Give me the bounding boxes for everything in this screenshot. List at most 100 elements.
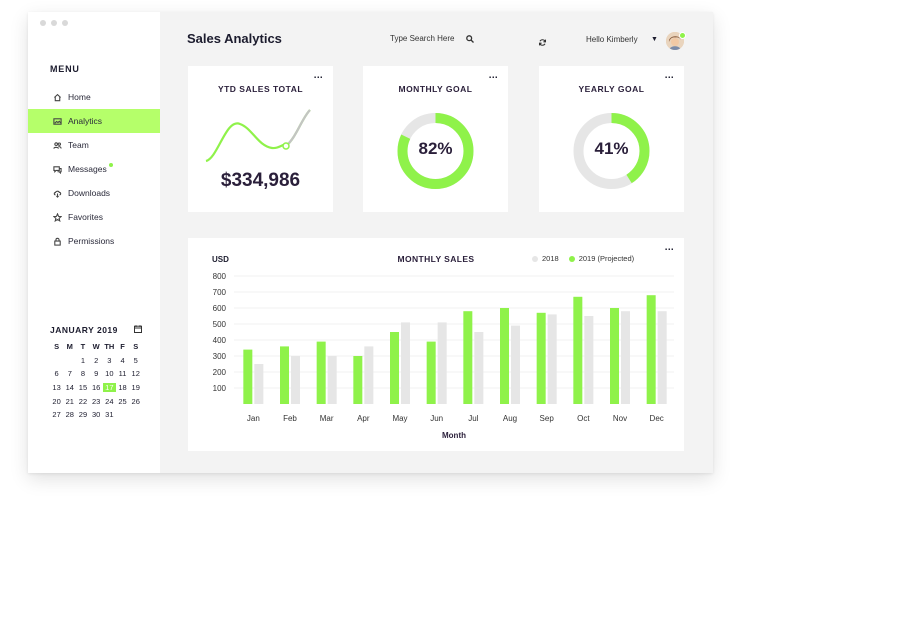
calendar-day[interactable]: 15	[78, 383, 88, 393]
sidebar-item-downloads[interactable]: Downloads	[28, 181, 160, 205]
bar-2019[interactable]	[426, 341, 436, 404]
calendar-day-selected[interactable]: 17	[102, 383, 116, 393]
calendar-day[interactable]: 3	[107, 355, 112, 365]
chart-legend: 2018 2019 (Projected)	[532, 254, 644, 263]
sidebar-item-permissions[interactable]: Permissions	[28, 229, 160, 253]
calendar-day[interactable]: 29	[78, 410, 88, 420]
calendar-month-label: JANUARY 2019	[50, 325, 118, 335]
bar-2019[interactable]	[353, 356, 363, 404]
card-title: MONTHLY GOAL	[398, 84, 473, 94]
calendar-day[interactable]: 22	[78, 396, 88, 406]
window-dot[interactable]	[62, 20, 68, 26]
cloud-download-icon	[52, 188, 62, 198]
bar-2019[interactable]	[573, 296, 583, 404]
sidebar-item-team[interactable]: Team	[28, 133, 160, 157]
donut-progress	[573, 113, 650, 189]
bar-2019[interactable]	[463, 311, 473, 404]
more-options-button[interactable]: ...	[313, 70, 323, 81]
app-window: MENU Home Analytics Team Messages Dow	[28, 12, 713, 473]
calendar-day[interactable]: 21	[65, 396, 74, 406]
legend-item[interactable]: 2019 (Projected)	[568, 254, 634, 263]
calendar-day[interactable]: 31	[105, 410, 114, 420]
window-dot[interactable]	[51, 20, 57, 26]
bar-2019[interactable]	[316, 341, 326, 404]
bar-2018[interactable]	[584, 316, 594, 404]
star-icon	[52, 212, 62, 222]
calendar-day[interactable]: 27	[52, 410, 61, 420]
calendar-day[interactable]: 19	[131, 383, 140, 393]
calendar-day[interactable]: 28	[65, 410, 74, 420]
yearly-goal-card: ... YEARLY GOAL 41%	[539, 66, 684, 212]
bar-2018[interactable]	[621, 311, 630, 404]
calendar-day[interactable]: 20	[52, 396, 61, 406]
bar-2018[interactable]	[437, 322, 447, 404]
sidebar-item-messages[interactable]: Messages	[28, 157, 160, 181]
calendar-day[interactable]: 11	[118, 369, 127, 379]
calendar-day[interactable]: 26	[131, 396, 140, 406]
bar-2019[interactable]	[280, 346, 289, 404]
sidebar-item-favorites[interactable]: Favorites	[28, 205, 160, 229]
calendar-day[interactable]: 24	[105, 396, 114, 406]
bar-2019[interactable]	[646, 295, 656, 404]
window-controls	[40, 20, 68, 26]
calendar-weekday: T	[80, 342, 86, 352]
more-options-button[interactable]: ...	[488, 70, 498, 81]
bar-2018[interactable]	[327, 356, 337, 404]
sidebar-item-home[interactable]: Home	[28, 85, 160, 109]
chart-title: MONTHLY SALES	[397, 254, 475, 264]
calendar-day[interactable]: 8	[80, 369, 86, 379]
bar-2018[interactable]	[291, 356, 300, 404]
calendar-icon[interactable]	[134, 325, 142, 335]
calendar-day[interactable]: 14	[65, 383, 74, 393]
calendar-day[interactable]: 6	[54, 369, 59, 379]
calendar-day[interactable]: 30	[91, 410, 101, 420]
sidebar-item-label: Favorites	[68, 212, 103, 222]
sparkline	[205, 109, 311, 163]
sidebar: MENU Home Analytics Team Messages Dow	[28, 12, 160, 473]
calendar-day[interactable]: 2	[94, 355, 99, 365]
calendar-day[interactable]: 23	[91, 396, 101, 406]
bar-2018[interactable]	[401, 322, 410, 404]
legend-item[interactable]: 2018	[532, 254, 559, 263]
calendar-day[interactable]: 5	[133, 355, 138, 365]
x-tick-label: Mar	[320, 414, 334, 423]
calendar-day[interactable]: 10	[105, 369, 114, 379]
bar-2018[interactable]	[657, 311, 667, 404]
search-input[interactable]: Type Search Here	[390, 34, 455, 43]
y-tick-label: 300	[213, 352, 227, 361]
bar-2019[interactable]	[536, 312, 546, 404]
user-greeting[interactable]: Hello Kimberly	[586, 35, 638, 44]
refresh-icon[interactable]	[538, 34, 547, 46]
chevron-down-icon[interactable]: ▼	[651, 36, 658, 43]
x-tick-label: May	[392, 414, 407, 423]
calendar-day[interactable]: 25	[118, 396, 127, 406]
calendar-day[interactable]: 16	[91, 383, 101, 393]
bar-2018[interactable]	[254, 364, 264, 404]
legend-swatch	[532, 255, 538, 262]
calendar-day[interactable]: 18	[118, 383, 127, 393]
bar-2019[interactable]	[390, 332, 399, 404]
bar-2019[interactable]	[610, 308, 619, 404]
bar-2018[interactable]	[511, 325, 520, 404]
bar-2019[interactable]	[243, 349, 253, 404]
calendar-day[interactable]: 1	[80, 355, 86, 365]
calendar-day[interactable]: 4	[120, 355, 125, 365]
calendar-day[interactable]: 13	[52, 383, 61, 393]
search-box[interactable]: Type Search Here	[390, 34, 475, 43]
calendar-day[interactable]: 7	[67, 369, 72, 379]
calendar-weekday: M	[66, 342, 73, 352]
calendar-day[interactable]: 12	[131, 369, 140, 379]
x-tick-label: Dec	[650, 414, 664, 423]
bar-2018[interactable]	[364, 346, 374, 404]
calendar-weekday: S	[54, 342, 60, 352]
search-icon[interactable]	[466, 34, 475, 43]
bar-2018[interactable]	[474, 332, 484, 404]
sidebar-item-analytics[interactable]: Analytics	[28, 109, 160, 133]
calendar-day[interactable]: 9	[94, 369, 99, 379]
window-dot[interactable]	[40, 20, 46, 26]
more-options-button[interactable]: ...	[664, 70, 674, 81]
more-options-button[interactable]: ...	[664, 242, 674, 253]
bar-2018[interactable]	[547, 314, 557, 404]
bar-2019[interactable]	[500, 308, 509, 404]
y-tick-label: 100	[213, 384, 227, 393]
